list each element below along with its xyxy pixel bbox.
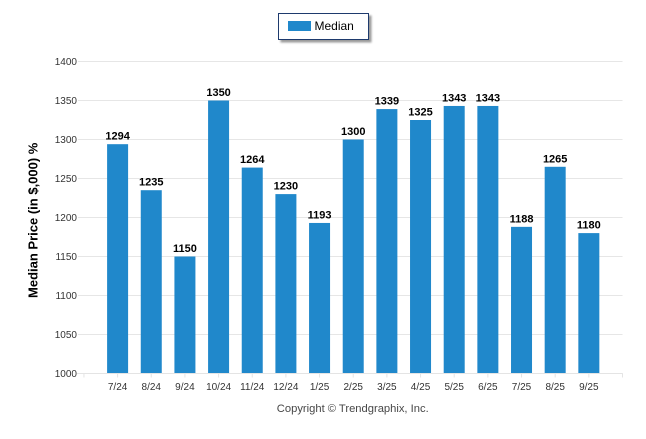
svg-text:1325: 1325: [408, 107, 432, 119]
svg-text:1343: 1343: [476, 92, 500, 104]
svg-text:1300: 1300: [341, 126, 365, 138]
svg-text:7/24: 7/24: [108, 382, 128, 393]
svg-text:11/24: 11/24: [240, 382, 265, 393]
svg-text:1350: 1350: [206, 87, 230, 99]
svg-text:1250: 1250: [55, 174, 78, 185]
svg-text:1265: 1265: [543, 153, 567, 165]
svg-text:8/24: 8/24: [142, 382, 162, 393]
svg-text:7/25: 7/25: [512, 382, 532, 393]
svg-text:1350: 1350: [55, 96, 78, 107]
svg-text:9/24: 9/24: [175, 382, 195, 393]
svg-text:1193: 1193: [308, 209, 332, 221]
svg-text:1400: 1400: [55, 57, 78, 68]
svg-text:1300: 1300: [55, 135, 78, 146]
svg-text:5/25: 5/25: [444, 382, 464, 393]
svg-text:1100: 1100: [55, 291, 77, 302]
svg-text:1230: 1230: [274, 181, 298, 193]
svg-text:6/25: 6/25: [478, 382, 498, 393]
svg-text:1235: 1235: [139, 177, 163, 189]
svg-text:2/25: 2/25: [343, 382, 363, 393]
svg-text:1180: 1180: [577, 220, 601, 232]
svg-text:1343: 1343: [442, 92, 466, 104]
svg-text:1150: 1150: [55, 252, 77, 263]
svg-text:1/25: 1/25: [310, 382, 330, 393]
svg-text:Median Price (in $,000) %: Median Price (in $,000) %: [26, 142, 41, 298]
svg-text:10/24: 10/24: [206, 382, 231, 393]
svg-text:9/25: 9/25: [579, 382, 599, 393]
svg-text:1264: 1264: [240, 154, 265, 166]
svg-text:4/25: 4/25: [411, 382, 431, 393]
svg-text:8/25: 8/25: [545, 382, 565, 393]
svg-text:1294: 1294: [105, 131, 130, 143]
svg-text:Copyright © Trendgraphix, Inc.: Copyright © Trendgraphix, Inc.: [277, 403, 429, 415]
svg-text:1050: 1050: [55, 330, 78, 341]
svg-text:1339: 1339: [375, 96, 399, 108]
svg-text:1188: 1188: [510, 213, 534, 225]
svg-text:1200: 1200: [55, 213, 78, 224]
svg-text:1000: 1000: [55, 369, 78, 380]
svg-text:12/24: 12/24: [273, 382, 298, 393]
svg-text:3/25: 3/25: [377, 382, 397, 393]
svg-text:1150: 1150: [173, 243, 197, 255]
